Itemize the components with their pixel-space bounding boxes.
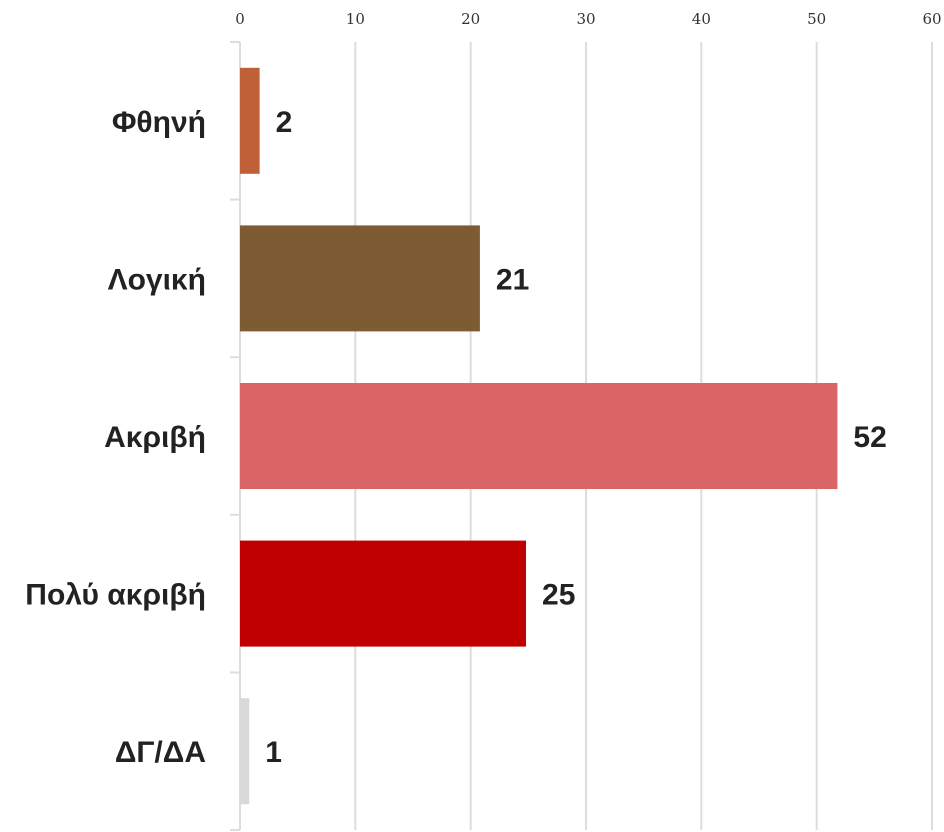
x-tick-label: 10 xyxy=(346,10,365,28)
x-tick-label: 50 xyxy=(807,10,826,28)
bars xyxy=(240,67,838,805)
labels: Φθηνή 2 Λογική 21 Ακριβή 52 Πολύ ακριβή 25 ΔΓ/ΔΑ… xyxy=(25,106,887,769)
category-label: Φθηνή xyxy=(112,106,206,139)
bar xyxy=(240,540,527,647)
bar xyxy=(240,225,480,332)
value-label: 2 xyxy=(276,106,293,139)
bar xyxy=(240,698,250,805)
category-label: ΔΓ/ΔΑ xyxy=(115,736,206,769)
value-label: 52 xyxy=(853,421,886,454)
value-label: 25 xyxy=(542,579,575,612)
category-label: Πολύ ακριβή xyxy=(25,579,206,612)
x-axis-ticks: 0 10 20 30 40 50 60 xyxy=(235,10,941,28)
x-tick-label: 20 xyxy=(461,10,480,28)
category-label: Λογική xyxy=(108,263,206,296)
x-tick-label: 40 xyxy=(692,10,711,28)
value-label: 21 xyxy=(496,263,529,296)
x-tick-label: 30 xyxy=(576,10,595,28)
bar xyxy=(240,67,260,174)
x-tick-label: 60 xyxy=(922,10,941,28)
bar xyxy=(240,383,838,489)
value-label: 1 xyxy=(265,736,282,769)
y-axis xyxy=(230,41,241,831)
x-tick-label: 0 xyxy=(235,10,245,28)
category-label: Ακριβή xyxy=(104,421,206,454)
